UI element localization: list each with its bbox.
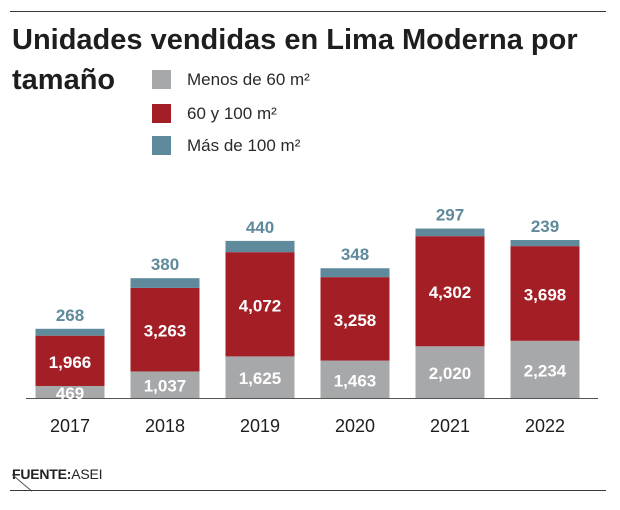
legend-label-60-100: 60 y 100 m² [187, 104, 277, 123]
legend-swatch-60-100 [152, 104, 171, 123]
data-label-2021-series-2: 297 [436, 206, 464, 225]
stacked-bar-chart: 469 1,966 268 2017 1,037 3,263 380 2018 1,625 4,0… [26, 206, 598, 436]
data-label-2022-series-0: 2,234 [524, 361, 567, 380]
legend-label-mas-100: Más de 100 m² [187, 136, 301, 155]
x-tick-label-2022: 2022 [525, 416, 565, 436]
data-label-2019-series-2: 440 [246, 218, 274, 237]
source-value: ASEI [71, 466, 103, 482]
data-label-2022-series-2: 239 [531, 217, 559, 236]
bar-2022-series-1 [510, 246, 580, 341]
data-label-2017-series-2: 268 [56, 306, 84, 325]
chart-title: Unidades vendidas en Lima Moderna por ta… [12, 24, 578, 96]
bar-2022-series-0 [510, 340, 580, 398]
source-note: FUENTE:ASEI [12, 466, 103, 482]
legend-swatch-mas-100 [152, 136, 171, 155]
data-label-2020-series-2: 348 [341, 245, 369, 264]
data-label-2017-series-1: 1,966 [49, 353, 92, 372]
top-rule [10, 11, 606, 12]
x-tick-label-2018: 2018 [145, 416, 185, 436]
data-label-2019-series-0: 1,625 [239, 369, 282, 388]
bar-2017-series-0 [35, 385, 105, 398]
data-label-2018-series-2: 380 [151, 255, 179, 274]
bar-2019-series-0 [225, 356, 295, 398]
bar-2018-series-2 [130, 278, 200, 288]
data-label-2018-series-0: 1,037 [144, 377, 187, 396]
bar-2020-series-1 [320, 277, 390, 361]
bar-2021-series-1 [415, 236, 485, 347]
bar-2017-series-2 [35, 328, 105, 336]
data-label-2018-series-1: 3,263 [144, 322, 187, 341]
bar-2022-series-2 [510, 240, 580, 247]
data-label-2017-series-0: 469 [56, 384, 84, 403]
source-label: FUENTE: [12, 466, 72, 482]
x-tick-label-2019: 2019 [240, 416, 280, 436]
x-tick-label-2017: 2017 [50, 416, 90, 436]
bar-2019-series-1 [225, 252, 295, 357]
bar-2018-series-1 [130, 287, 200, 372]
data-label-2021-series-1: 4,302 [429, 283, 472, 302]
legend-swatch-menos-60 [152, 70, 171, 89]
data-label-2020-series-0: 1,463 [334, 371, 377, 390]
bar-2021-series-0 [415, 346, 485, 398]
legend-label-menos-60: Menos de 60 m² [187, 70, 310, 89]
data-label-2019-series-1: 4,072 [239, 296, 282, 315]
x-tick-label-2021: 2021 [430, 416, 470, 436]
bar-2020-series-0 [320, 360, 390, 398]
bar-2020-series-2 [320, 268, 390, 278]
bar-2018-series-0 [130, 371, 200, 398]
data-label-2020-series-1: 3,258 [334, 311, 377, 330]
bar-2021-series-2 [415, 228, 485, 237]
data-label-2021-series-0: 2,020 [429, 364, 472, 383]
bar-2017-series-1 [35, 335, 105, 386]
bottom-rule [10, 490, 606, 491]
bar-2019-series-2 [225, 240, 295, 253]
data-label-2022-series-1: 3,698 [524, 285, 567, 304]
x-tick-label-2020: 2020 [335, 416, 375, 436]
